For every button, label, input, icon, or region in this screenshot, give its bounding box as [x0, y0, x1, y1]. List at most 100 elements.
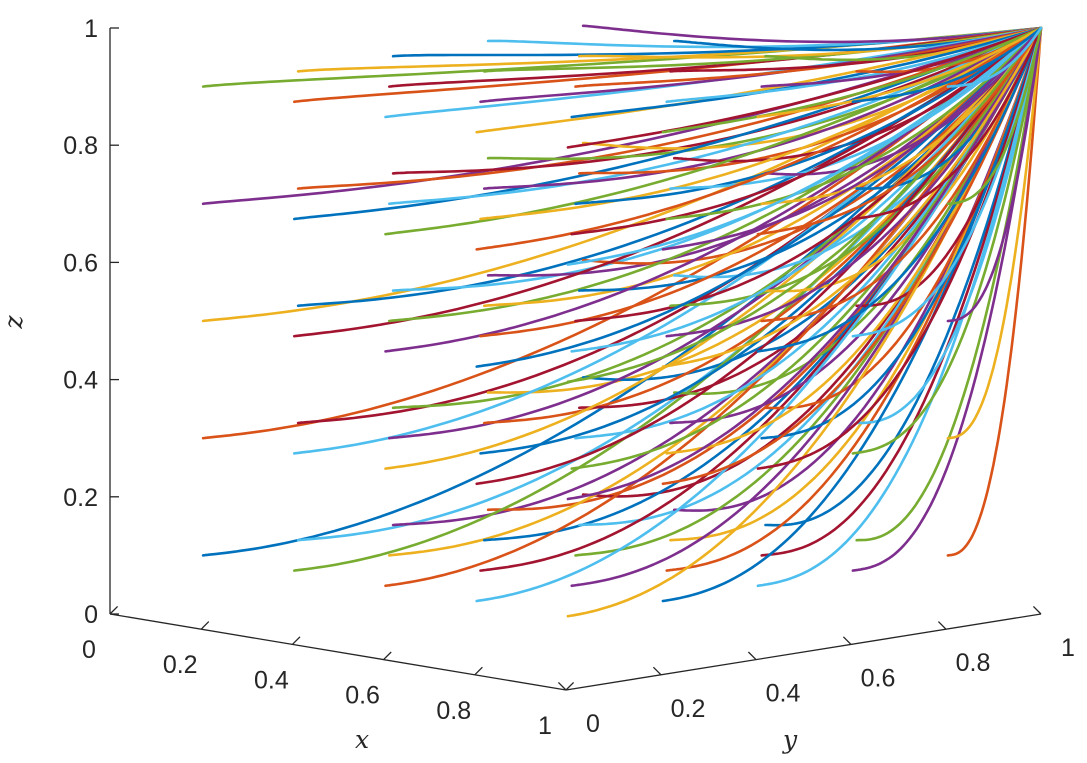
trajectory-line — [566, 26, 1043, 501]
trajectory-line — [760, 26, 1043, 88]
trajectory-line — [756, 26, 1043, 353]
trajectory-line — [566, 26, 1043, 618]
z-tick-label: 0.4 — [63, 367, 98, 395]
trajectory-line — [756, 26, 1043, 236]
trajectory-line — [574, 26, 1043, 88]
trajectory-line — [475, 26, 1043, 251]
z-tick-label: 1 — [84, 15, 98, 43]
trajectory-line — [296, 26, 1043, 190]
trajectory-line — [570, 26, 1043, 236]
z-tick-label: 0.6 — [63, 249, 98, 277]
y-tick-label: 0.2 — [671, 695, 706, 723]
x-axis-line — [109, 613, 567, 691]
x-tick-mark — [291, 636, 301, 645]
trajectory-line — [661, 26, 1043, 251]
trajectory-line — [665, 26, 1043, 221]
trajectory-line — [574, 26, 1043, 440]
x-tick-label: 0 — [82, 636, 96, 664]
x-tick-mark — [474, 666, 483, 676]
trajectory-line — [296, 26, 1043, 308]
trajectory-line — [760, 26, 1043, 323]
trajectory-line — [475, 26, 1043, 486]
trajectory-line — [855, 26, 1043, 542]
x-tick-mark — [200, 621, 210, 630]
x-axis-title: x — [355, 725, 369, 754]
y-tick-label: 0 — [586, 710, 600, 738]
trajectory-line — [756, 26, 1043, 588]
trajectory-line — [764, 26, 1043, 410]
trajectory-line — [566, 26, 1043, 266]
trajectory-line — [672, 26, 1043, 279]
y-tick-label: 1 — [1061, 634, 1075, 662]
trajectory-line — [669, 26, 1043, 73]
trajectory-line — [760, 26, 1043, 557]
trajectory-line — [475, 26, 1043, 603]
trajectory-line — [756, 26, 1043, 470]
trajectory-line — [581, 24, 1043, 44]
y-tick-mark — [842, 636, 852, 645]
trajectory-line — [570, 26, 1043, 353]
trajectory-line — [479, 26, 1043, 455]
trajectory-line — [946, 26, 1043, 557]
trajectory-line — [292, 26, 1043, 338]
trajectory-line — [946, 26, 1043, 88]
trajectory-line — [665, 26, 1043, 455]
trajectory-line — [661, 26, 1043, 603]
trajectory-line — [486, 26, 1043, 277]
trajectory-line — [577, 26, 1043, 292]
trajectory-line — [669, 26, 1043, 425]
trajectory-line — [855, 26, 1043, 425]
trajectory-line — [570, 26, 1043, 119]
trajectory-line — [577, 26, 1043, 527]
trajectory-line — [479, 26, 1043, 104]
trajectory-line — [760, 26, 1043, 440]
trajectory-lines — [201, 24, 1043, 618]
trajectory-line — [672, 26, 1043, 512]
y-tick-label: 0.4 — [766, 680, 801, 708]
x-tick-label: 0.2 — [163, 651, 198, 679]
x-tick-label: 0.4 — [254, 666, 289, 694]
trajectory-line — [946, 26, 1043, 323]
trajectory-line — [566, 26, 1043, 384]
trajectory-line — [946, 26, 1043, 206]
trajectory-line — [201, 26, 1043, 440]
y-axis-line — [565, 613, 1042, 691]
trajectory-line — [482, 26, 1043, 190]
x-tick-mark — [565, 681, 575, 691]
trajectory-line — [851, 26, 1043, 338]
z-axis-title: z — [0, 315, 28, 330]
trajectory-line — [851, 26, 1043, 221]
y-tick-mark — [652, 666, 662, 676]
trajectory-line — [665, 26, 1043, 572]
trajectory-line — [855, 26, 1043, 74]
trajectory-line — [661, 26, 1043, 486]
y-axis-title: y — [782, 725, 798, 754]
trajectory-line — [851, 26, 1043, 455]
trajectory-line — [292, 26, 1043, 221]
trajectory-line — [479, 26, 1043, 221]
trajectory-line — [669, 26, 1043, 190]
trajectory-line — [391, 26, 1043, 410]
trajectory-line — [764, 26, 1043, 527]
z-tick-label: 0.2 — [63, 484, 98, 512]
trajectory-line — [391, 26, 1043, 175]
y-tick-mark — [557, 681, 567, 691]
trajectory-line — [661, 26, 1043, 134]
trajectory-line — [855, 26, 1043, 308]
trajectory-line — [760, 26, 1043, 206]
trajectory-line — [574, 26, 1043, 323]
trajectory-line — [292, 26, 1043, 572]
trajectory-line — [384, 26, 1043, 470]
x-tick-mark — [109, 605, 119, 615]
y-tick-mark — [937, 621, 947, 630]
y-tick-mark — [1032, 605, 1042, 615]
axes: x y z — [0, 28, 1042, 754]
x-tick-label: 0.6 — [345, 682, 380, 710]
x-tick-label: 0.8 — [436, 697, 471, 725]
trajectory-line — [292, 26, 1043, 455]
trajectory-line — [672, 26, 1043, 396]
trajectory-line — [672, 26, 1043, 52]
axis-ticks: 0 0.2 0.4 0.6 0.8 1 0 0.2 0.4 0.6 0.8 1 0 0.2 0.4 0.6 0.… — [63, 15, 1075, 740]
y-tick-label: 0.8 — [956, 649, 991, 677]
